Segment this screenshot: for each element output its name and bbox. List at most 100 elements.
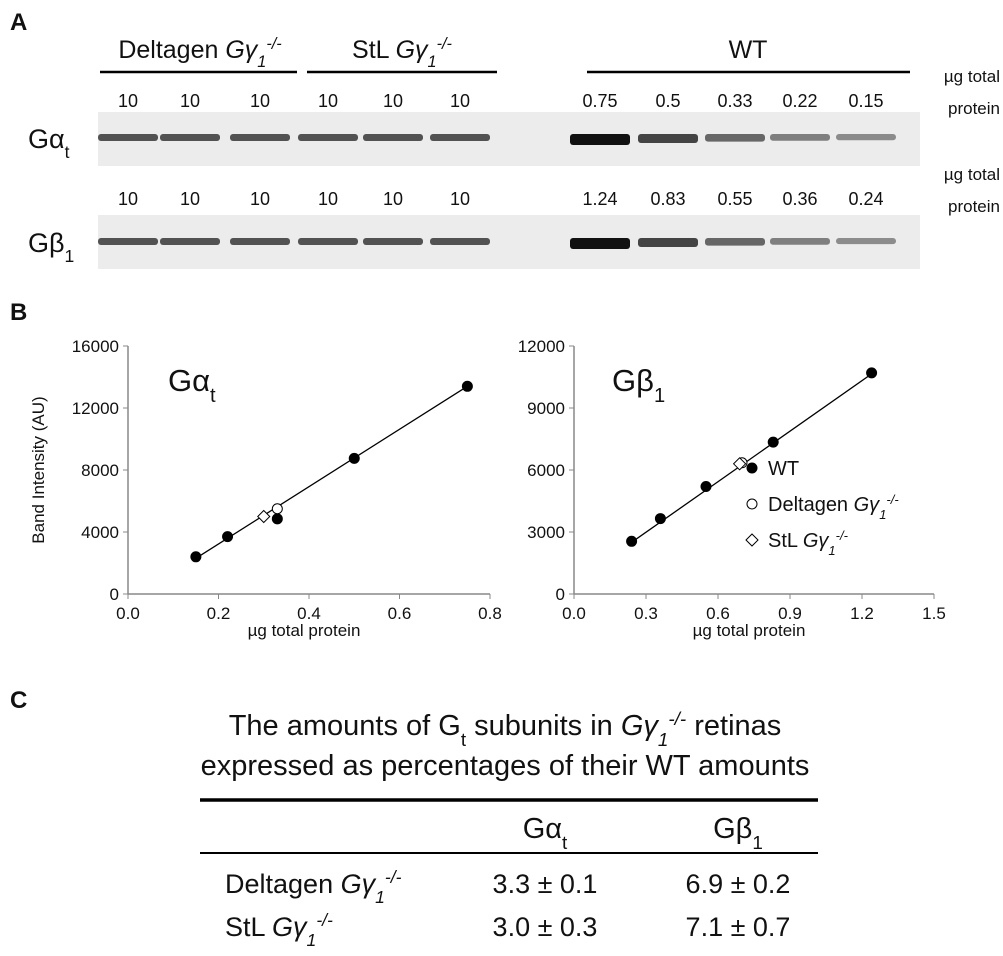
lane-load: 10: [383, 189, 403, 209]
y-tick-label: 0: [556, 585, 565, 604]
y-axis-label: Band Intensity (AU): [29, 396, 48, 543]
blot-protein-part: t: [65, 142, 70, 162]
table-cell: 6.9 ± 0.2: [686, 869, 791, 899]
blot-band: [298, 134, 358, 141]
blot-protein-part: 1: [65, 246, 75, 266]
table-cell: 7.1 ± 0.7: [686, 912, 791, 942]
legend-label-part: Gγ: [854, 494, 881, 516]
point: [655, 514, 665, 524]
unit-note: µg total: [944, 165, 1000, 184]
legend-marker: [747, 499, 757, 509]
legend-label-part: -/-: [886, 492, 899, 507]
column-header-part: t: [562, 832, 568, 853]
lane-load: 0.55: [717, 189, 752, 209]
blot-band: [638, 134, 698, 143]
point: [349, 453, 359, 463]
row-label-part: Gγ: [272, 912, 308, 942]
legend-label-part: Deltagen: [768, 494, 854, 516]
unit-note: protein: [948, 197, 1000, 216]
y-tick-label: 6000: [527, 461, 565, 480]
blot-band: [230, 238, 290, 245]
blot-band: [430, 134, 490, 141]
figure: A B C Deltagen Gγ1-/-StL Gγ1-/-WTGαt1010…: [0, 0, 1003, 956]
y-tick-label: 12000: [518, 337, 565, 356]
row-label-part: Deltagen: [225, 869, 341, 899]
row-label-part: 1: [307, 930, 317, 950]
table-cell: 3.0 ± 0.3: [493, 912, 598, 942]
row-label-part: -/-: [385, 867, 402, 887]
x-tick-label: 0.0: [116, 604, 140, 623]
table-title-part: Gγ: [621, 710, 660, 742]
lane-load: 0.22: [782, 91, 817, 111]
group-header-part: -/-: [437, 35, 453, 53]
point: [701, 482, 711, 492]
blot-band: [570, 238, 630, 249]
y-tick-label: 8000: [81, 461, 119, 480]
blot-band: [298, 238, 358, 245]
x-tick-label: 0.0: [562, 604, 586, 623]
point: [272, 504, 282, 514]
column-header-part: Gβ: [713, 813, 752, 845]
table-title-part: 1: [658, 729, 668, 750]
blot-band: [705, 238, 765, 246]
point: [462, 381, 472, 391]
blot-band: [836, 134, 896, 140]
blot-band: [160, 134, 220, 141]
group-header-part: StL: [352, 36, 396, 64]
x-tick-label: 0.8: [478, 604, 502, 623]
legend-label-part: StL: [768, 530, 803, 552]
blot-band: [770, 134, 830, 141]
chart-title-part: Gα: [168, 363, 210, 398]
legend-label: WT: [768, 458, 799, 480]
point: [272, 514, 282, 524]
table-title-part: -/-: [668, 708, 686, 729]
chart-title-part: t: [210, 385, 216, 407]
lane-load: 10: [450, 91, 470, 111]
table-title-part: expressed as percentages of their WT amo…: [201, 750, 810, 782]
y-tick-label: 16000: [72, 337, 119, 356]
blot-band: [638, 238, 698, 247]
blot-band: [430, 238, 490, 245]
x-axis-label: µg total protein: [693, 621, 806, 640]
unit-note: µg total: [944, 67, 1000, 86]
y-tick-label: 4000: [81, 523, 119, 542]
lane-load: 10: [118, 189, 138, 209]
blot-protein-part: Gα: [28, 124, 65, 154]
y-tick-label: 3000: [527, 523, 565, 542]
legend-label-part: 1: [879, 507, 886, 522]
point: [867, 368, 877, 378]
legend-marker: [747, 463, 757, 473]
lane-load: 0.75: [582, 91, 617, 111]
lane-load: 0.36: [782, 189, 817, 209]
blot-band: [98, 238, 158, 245]
panel-label: B: [10, 299, 27, 326]
lane-load: 0.5: [655, 91, 680, 111]
column-header-part: Gα: [523, 813, 562, 845]
blot-band: [363, 134, 423, 141]
lane-load: 10: [450, 189, 470, 209]
lane-load: 10: [180, 91, 200, 111]
blot-band: [230, 134, 290, 141]
lane-load: 10: [318, 91, 338, 111]
lane-load: 10: [383, 91, 403, 111]
row-label-part: Gγ: [341, 869, 377, 899]
legend-label-part: Gγ: [803, 530, 830, 552]
lane-load: 10: [250, 91, 270, 111]
group-header-part: 1: [257, 53, 266, 71]
x-tick-label: 0.6: [388, 604, 412, 623]
chart-title-part: Gβ: [612, 363, 654, 398]
group-header-part: Deltagen: [118, 36, 225, 64]
legend-label-part: 1: [828, 543, 835, 558]
table-title-part: The amounts of G: [229, 710, 461, 742]
chart-title-part: 1: [654, 385, 665, 407]
legend-label-part: -/-: [836, 528, 849, 543]
group-header: WT: [729, 36, 768, 64]
table-title: expressed as percentages of their WT amo…: [201, 750, 810, 782]
group-header-part: -/-: [266, 35, 282, 53]
blot-band: [160, 238, 220, 245]
x-tick-label: 1.2: [850, 604, 874, 623]
group-header-part: Gγ: [396, 36, 429, 64]
lane-load: 10: [180, 189, 200, 209]
blot-band: [770, 238, 830, 245]
lane-load: 0.24: [848, 189, 883, 209]
